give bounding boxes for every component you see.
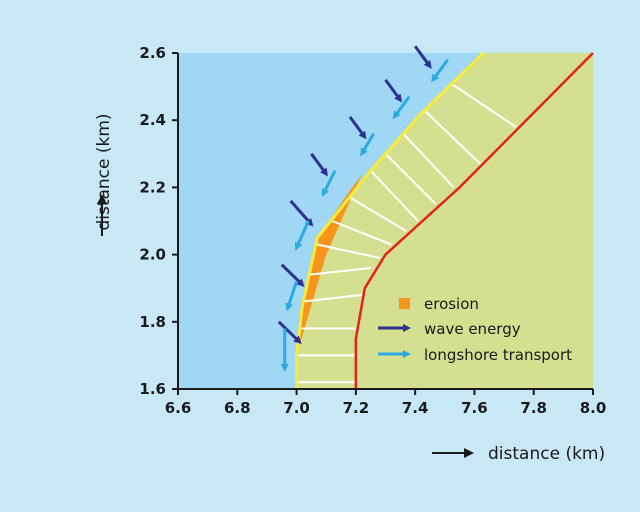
wave-energy-arrow — [289, 199, 314, 227]
longshore-transport-arrow — [431, 58, 449, 83]
current-coastline — [295, 51, 485, 389]
y-tick-label: 1.6 — [139, 380, 166, 398]
y-tick-label: 2.0 — [139, 246, 166, 264]
transect-line — [384, 153, 437, 205]
y-axis-title: distance (km) — [94, 113, 114, 230]
longshore-transport-arrow — [285, 281, 298, 312]
y-tick-label: 2.2 — [139, 178, 166, 196]
wave-energy-arrow — [413, 45, 432, 69]
x-tick-label: 8.0 — [580, 399, 607, 417]
plot-area — [178, 45, 594, 389]
x-tick-label: 7.6 — [461, 399, 488, 417]
legend-erosion-label: erosion — [424, 295, 479, 313]
longshore-transport-arrow — [360, 132, 375, 157]
x-tick-label: 7.2 — [343, 399, 370, 417]
transect-line — [450, 82, 517, 128]
land-area — [296, 53, 593, 389]
transect-line — [402, 132, 455, 189]
x-tick-label: 7.0 — [283, 399, 310, 417]
x-axis-title-group: distance (km) — [432, 444, 605, 464]
transect-line — [423, 109, 482, 165]
transect-line — [308, 267, 371, 276]
legend-wave-energy-label: wave energy — [424, 320, 521, 338]
y-tick-label: 1.8 — [139, 313, 166, 331]
longshore-transport-arrow — [321, 169, 337, 197]
transect-line — [369, 169, 419, 222]
x-tick-label: 7.4 — [402, 399, 429, 417]
original-coastline — [354, 52, 594, 389]
transect-line — [331, 220, 392, 246]
y-axis-title-group: distance (km) — [94, 113, 114, 236]
longshore-transport-arrow — [294, 220, 310, 251]
wave-energy-arrow — [348, 115, 367, 140]
transect-line — [349, 196, 407, 232]
transect-line — [317, 243, 380, 259]
legend-erosion-swatch — [399, 298, 410, 309]
legend: erosion wave energy longshore transport — [378, 295, 572, 364]
x-tick-label: 6.8 — [224, 399, 251, 417]
y-tick-label: 2.4 — [139, 111, 166, 129]
wave-energy-arrow — [384, 78, 403, 103]
wave-energy-arrow — [277, 320, 302, 345]
x-tick-label: 7.8 — [520, 399, 547, 417]
wave-energy-arrow — [310, 152, 328, 177]
legend-longshore-transport-label: longshore transport — [424, 346, 572, 364]
y-tick-label: 2.6 — [139, 44, 166, 62]
wave-energy-arrow — [280, 263, 305, 287]
x-axis-title: distance (km) — [488, 444, 605, 464]
axes: 6.6 6.8 7.0 7.2 7.4 7.6 7.8 8.0 1.6 1.8 2.0 2.2 2.4 2… — [139, 44, 606, 417]
longshore-transport-arrow — [392, 95, 411, 120]
x-tick-label: 6.6 — [165, 399, 192, 417]
transect-line — [302, 293, 362, 303]
